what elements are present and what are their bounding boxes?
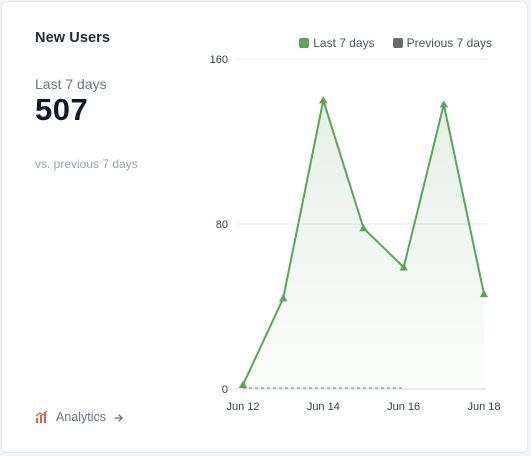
analytics-link[interactable]: Analytics bbox=[35, 410, 124, 424]
chart-legend: Last 7 days Previous 7 days bbox=[299, 36, 492, 50]
comparison-text: vs. previous 7 days bbox=[35, 157, 138, 171]
legend-item-previous-7-days[interactable]: Previous 7 days bbox=[392, 36, 492, 50]
card-title: New Users bbox=[35, 30, 111, 46]
legend-item-last-7-days[interactable]: Last 7 days bbox=[299, 36, 375, 50]
legend-swatch-last-7-days bbox=[299, 38, 310, 48]
total-users-value: 507 bbox=[35, 92, 89, 127]
legend-label-last-7-days: Last 7 days bbox=[313, 36, 375, 50]
analytics-link-label: Analytics bbox=[56, 410, 107, 424]
legend-swatch-previous-7-days bbox=[392, 38, 403, 48]
bar-chart-icon bbox=[35, 410, 49, 424]
arrow-right-icon bbox=[114, 412, 124, 422]
period-label: Last 7 days bbox=[35, 76, 107, 92]
legend-label-previous-7-days: Previous 7 days bbox=[406, 36, 492, 50]
